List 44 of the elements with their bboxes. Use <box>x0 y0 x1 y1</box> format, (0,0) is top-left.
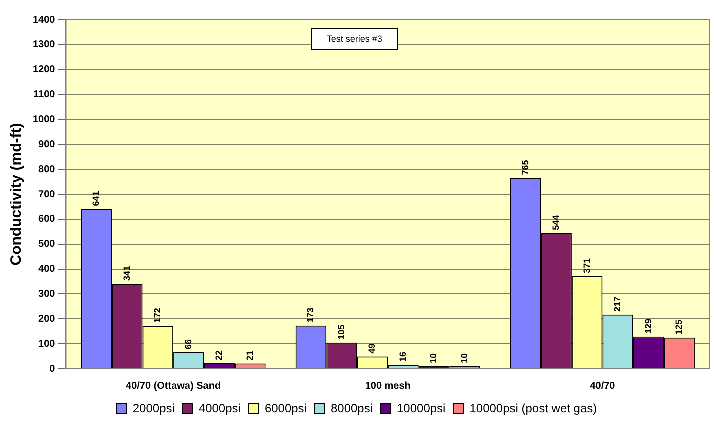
data-label: 10 <box>460 353 470 364</box>
data-label: 10 <box>428 353 439 364</box>
data-label: 641 <box>91 191 102 206</box>
y-tick-label: 1400 <box>32 14 56 26</box>
y-tick-label: 1200 <box>32 64 56 76</box>
data-label: 21 <box>244 350 255 361</box>
y-tick-label: 200 <box>38 314 56 325</box>
data-label: 173 <box>306 308 316 323</box>
y-tick-label: 1300 <box>32 40 56 51</box>
data-label: 765 <box>520 160 530 176</box>
x-tick-label: 40/70 <box>590 380 616 392</box>
y-tick-label: 700 <box>38 189 56 200</box>
legend-label: 10000psi <box>397 401 446 416</box>
y-tick-label: 1100 <box>34 90 56 101</box>
y-tick-label: 0 <box>50 364 56 375</box>
data-label: 341 <box>122 266 132 281</box>
data-label: 129 <box>643 318 654 334</box>
y-axis-title: Conductivity (md-ft) <box>8 123 26 266</box>
data-label: 16 <box>398 352 408 362</box>
legend-label: 4000psi <box>198 401 241 416</box>
data-label: 544 <box>551 215 562 230</box>
data-label: 105 <box>336 324 346 340</box>
y-tick-label: 800 <box>38 164 56 176</box>
data-label: 66 <box>183 340 194 350</box>
legend-label: 6000psi <box>264 401 307 416</box>
y-tick-label: 600 <box>38 214 56 226</box>
data-label: 125 <box>674 320 684 335</box>
y-tick-label: 100 <box>38 338 56 350</box>
y-tick-label: 1000 <box>32 114 56 126</box>
x-tick-label: 100 mesh <box>365 380 411 392</box>
y-tick-label: 900 <box>38 139 56 150</box>
y-tick-label: 300 <box>38 288 56 300</box>
data-label: 172 <box>152 308 163 324</box>
data-label: 371 <box>582 258 592 274</box>
data-label: 22 <box>214 350 224 361</box>
data-label: 217 <box>612 296 623 312</box>
legend-label: 8000psi <box>330 401 374 416</box>
y-tick-label: 500 <box>38 239 56 250</box>
legend-label: 10000psi (post wet gas) <box>470 401 598 416</box>
note-box: Test series #3 <box>310 28 398 50</box>
legend-label: 2000psi <box>132 401 175 416</box>
x-tick-label: 40/70 (Ottawa) Sand <box>126 380 222 392</box>
data-label: 49 <box>367 344 378 354</box>
y-tick-label: 400 <box>38 264 56 276</box>
